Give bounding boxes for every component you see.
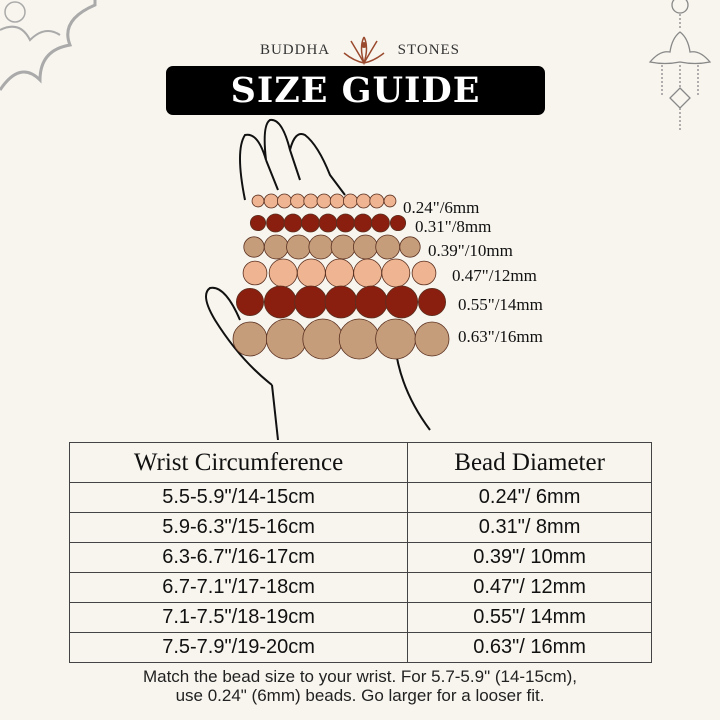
table-row: 6.3-6.7"/16-17cm 0.39"/ 10mm [68, 542, 652, 573]
bead [353, 213, 373, 233]
table-row: 6.7-7.1"/17-18cm 0.47"/ 12mm [68, 572, 652, 603]
bead [286, 234, 311, 260]
bead [330, 234, 356, 260]
brand-name-right: STONES [397, 41, 461, 58]
bead [375, 318, 417, 360]
table-row: 5.9-6.3"/15-16cm 0.31"/ 8mm [68, 512, 652, 543]
fit-note-line: Match the bead size to your wrist. For 5… [142, 667, 578, 686]
bead [316, 193, 332, 209]
bead [336, 213, 355, 233]
bead [324, 285, 358, 319]
bead [399, 236, 421, 258]
lotus-hanging-decoration [648, 0, 712, 130]
wrist-cell: 5.9-6.3"/15-16cm [68, 512, 409, 543]
fit-note: Match the bead size to your wrist. For 5… [0, 667, 720, 705]
bead-size-label: 0.63"/16mm [458, 327, 543, 346]
bead [353, 234, 378, 260]
bead [381, 258, 411, 288]
bead [353, 258, 383, 288]
bead [266, 213, 285, 233]
bead [294, 285, 328, 319]
bead [329, 193, 345, 209]
bead [369, 193, 385, 209]
bead [308, 234, 334, 260]
wrist-cell: 6.3-6.7"/16-17cm [68, 542, 409, 573]
table-row: 5.5-5.9"/14-15cm 0.24"/ 6mm [68, 482, 652, 513]
wrist-cell: 6.7-7.1"/17-18cm [68, 572, 409, 603]
bead-size-label: 0.55"/14mm [458, 295, 543, 314]
bead [265, 318, 307, 360]
table-row: 7.5-7.9"/19-20cm 0.63"/ 16mm [68, 632, 652, 663]
bead [251, 194, 265, 208]
bead [290, 193, 306, 209]
bead-size-label: 0.24"/6mm [403, 198, 479, 217]
bead [375, 234, 401, 260]
bead [385, 285, 419, 319]
bead [318, 213, 338, 233]
table-row: 7.1-7.5"/18-19cm 0.55"/ 14mm [68, 602, 652, 633]
bead [268, 258, 298, 288]
bead-cell: 0.24"/ 6mm [407, 482, 652, 513]
bead [417, 287, 446, 316]
bead [296, 258, 326, 288]
size-table: Wrist Circumference Bead Diameter 5.5-5.… [68, 442, 652, 663]
bead [338, 318, 380, 360]
bead [342, 193, 358, 209]
bead-cell: 0.31"/ 8mm [407, 512, 652, 543]
bead [263, 285, 297, 319]
bead-cell: 0.63"/ 16mm [407, 632, 652, 663]
bead [249, 214, 267, 232]
bead [389, 214, 407, 232]
bead [301, 213, 320, 233]
brand-logo: BUDDHA STONES [0, 33, 720, 67]
wrist-cell: 5.5-5.9"/14-15cm [68, 482, 409, 513]
bead-cell: 0.39"/ 10mm [407, 542, 652, 573]
bead [302, 318, 344, 360]
wrist-cell: 7.1-7.5"/18-19cm [68, 602, 409, 633]
bead [325, 258, 354, 288]
bead [411, 260, 437, 286]
header-bead: Bead Diameter [407, 442, 652, 483]
bead-cell: 0.47"/ 12mm [407, 572, 652, 603]
page-title: SIZE GUIDE [166, 66, 545, 115]
bead-size-label: 0.47"/12mm [452, 266, 537, 285]
bead [414, 321, 450, 357]
bead [303, 193, 319, 209]
bead [243, 236, 265, 258]
bead [235, 287, 264, 316]
bead-rows [232, 193, 450, 360]
bead [263, 193, 279, 209]
wrist-cell: 7.5-7.9"/19-20cm [68, 632, 409, 663]
bead-cell: 0.55"/ 14mm [407, 602, 652, 633]
mandala-decoration [0, 0, 97, 91]
lotus-meditation-logo-icon [343, 36, 385, 66]
bead [276, 193, 292, 209]
bead [383, 194, 397, 208]
header-wrist: Wrist Circumference [68, 442, 409, 483]
bead [354, 285, 388, 319]
bead-size-label: 0.31"/8mm [415, 217, 491, 236]
brand-name-left: BUDDHA [259, 41, 331, 58]
bead [283, 213, 303, 233]
bead [263, 234, 289, 260]
bead [242, 260, 268, 286]
bead [371, 213, 390, 233]
bead [232, 321, 268, 357]
fit-note-line: use 0.24" (6mm) beads. Go larger for a l… [175, 686, 545, 705]
bead [356, 193, 372, 209]
table-header-row: Wrist Circumference Bead Diameter [68, 442, 652, 483]
bead-size-label: 0.39"/10mm [428, 241, 513, 260]
